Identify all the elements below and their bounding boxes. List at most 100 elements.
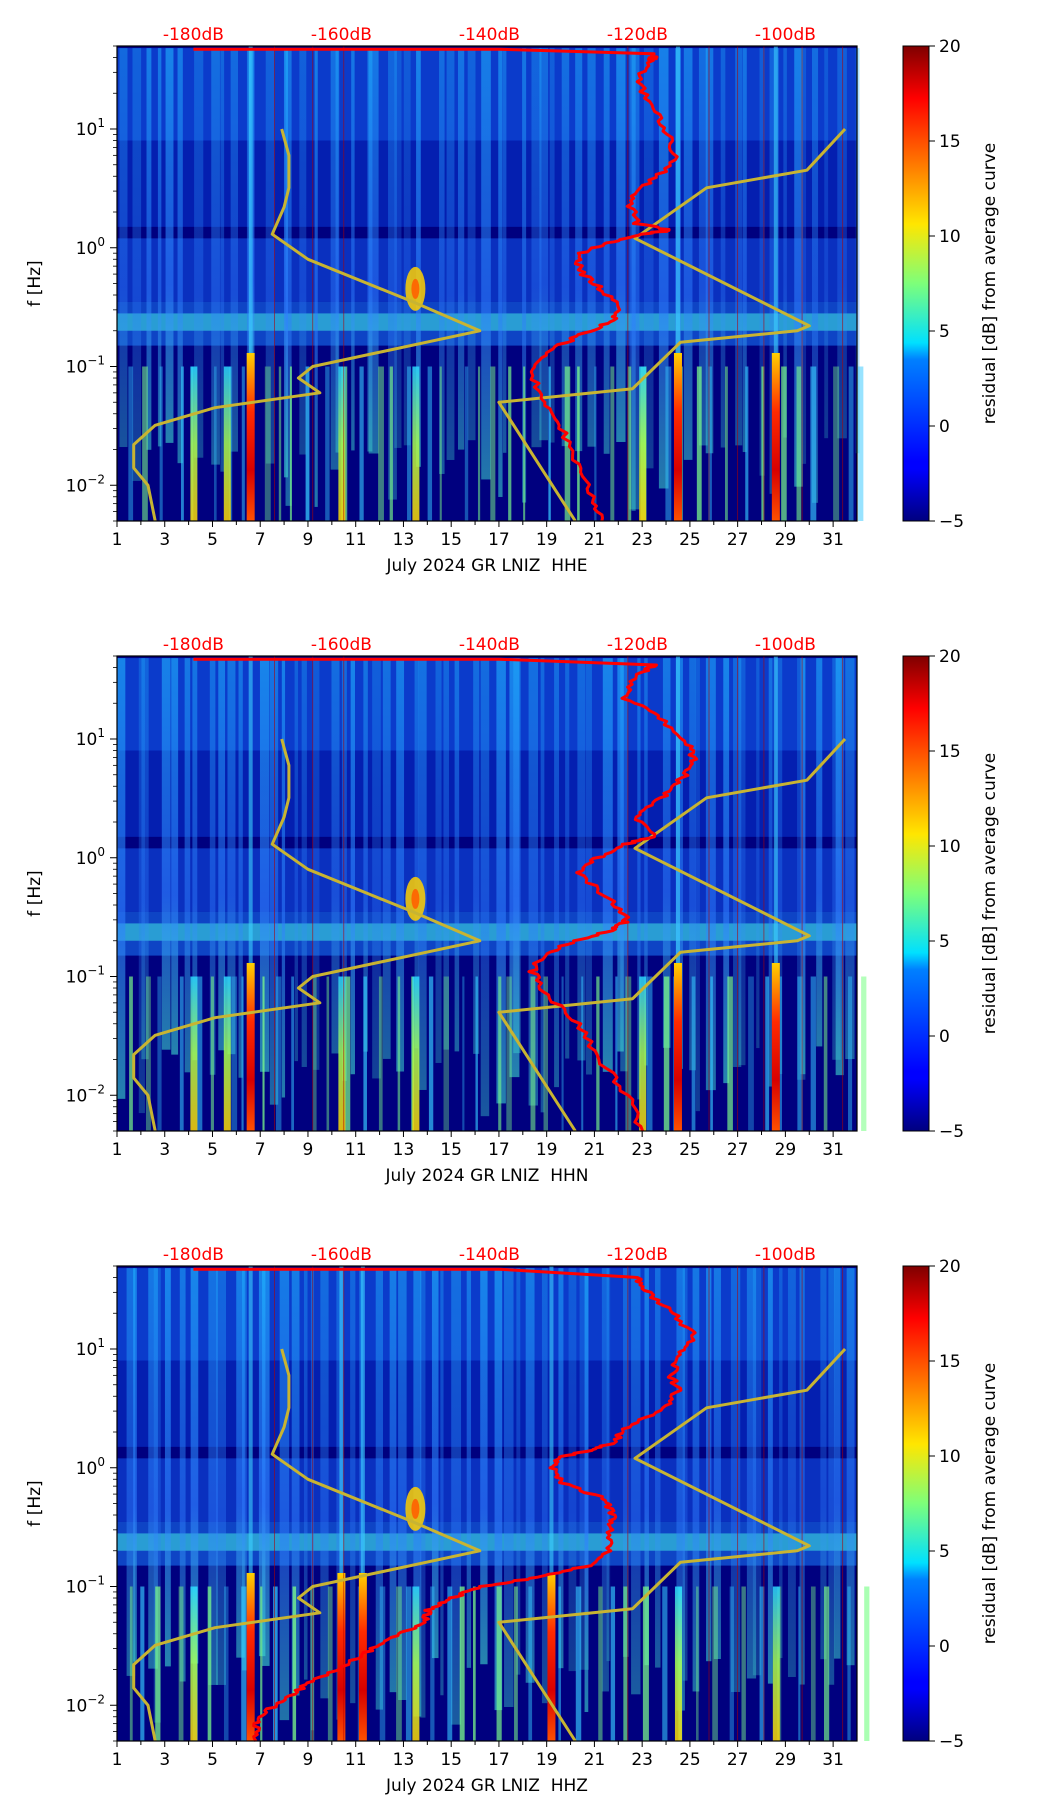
- x-tick-label: 17: [488, 1140, 510, 1160]
- lowfreq-stripe: [142, 366, 148, 521]
- daily-column: [440, 1268, 444, 1696]
- lowfreq-stripe: [575, 1586, 582, 1741]
- y-tick-label: 10−2: [66, 1692, 105, 1716]
- daily-column: [285, 48, 292, 506]
- y-tick-label: 100: [76, 235, 105, 259]
- x-tick-label: 13: [393, 1140, 415, 1160]
- daily-column: [291, 1268, 300, 1696]
- daily-column: [350, 1268, 356, 1704]
- daily-column: [692, 1268, 700, 1692]
- lowfreq-stripe: [241, 366, 245, 521]
- lowfreq-stripe: [646, 976, 653, 1131]
- colorbar-tick-label: 10: [939, 227, 961, 247]
- daily-column: [513, 658, 521, 1054]
- x-tick-label: 13: [393, 1750, 415, 1770]
- x-tick-label: 27: [727, 530, 749, 550]
- lowfreq-stripe: [696, 366, 702, 521]
- event-spike-warm: [639, 366, 647, 521]
- daily-column: [481, 48, 491, 480]
- colorbar: 20 15 10 5 0 −5 residual [dB] from average cu…: [902, 647, 1000, 1142]
- y-tick-label: 101: [76, 726, 105, 750]
- daily-column: [117, 658, 126, 1099]
- lowfreq-stripe: [389, 366, 393, 521]
- daily-column: [539, 48, 549, 441]
- lowfreq-stripe: [397, 976, 401, 1131]
- daily-column: [299, 48, 307, 455]
- lowfreq-stripe: [291, 976, 295, 1131]
- daily-column: [655, 1268, 661, 1668]
- daily-column: [845, 658, 855, 1060]
- y-tick-label: 10−1: [66, 964, 105, 988]
- daily-column: [516, 1268, 521, 1675]
- event-spike-warm: [338, 976, 346, 1131]
- daily-column: [779, 1268, 783, 1659]
- colorbar-tick-label: 0: [939, 417, 950, 437]
- daily-column: [579, 1268, 589, 1670]
- event-spike-warm: [412, 976, 420, 1131]
- lowfreq-stripe: [210, 976, 214, 1131]
- daily-column: [713, 1268, 721, 1659]
- lowfreq-stripe: [273, 1586, 278, 1741]
- event-spike-hot: [771, 352, 780, 521]
- daily-column: [833, 1268, 841, 1659]
- daily-column: [414, 658, 419, 1049]
- lowfreq-stripe: [464, 366, 469, 521]
- lowfreq-stripe: [581, 976, 584, 1131]
- nlnm-curve: [132, 738, 482, 1132]
- event-spike-hot: [673, 352, 682, 521]
- x-tick-label: 3: [159, 1140, 170, 1160]
- lowfreq-stripe: [864, 1586, 870, 1741]
- lowfreq-stripe: [710, 976, 713, 1131]
- lowfreq-stripe: [727, 976, 733, 1131]
- daily-column: [451, 1268, 462, 1725]
- daily-column: [816, 658, 823, 1047]
- lowfreq-stripe: [312, 976, 317, 1131]
- nhnm-curve: [497, 127, 847, 522]
- daily-column: [820, 1268, 827, 1660]
- y-axis-label: f [Hz]: [25, 1480, 45, 1526]
- lowfreq-stripe: [405, 1586, 412, 1741]
- average-psd-curve: [193, 657, 699, 1132]
- lowfreq-stripe: [779, 976, 782, 1131]
- daily-column: [723, 658, 730, 1084]
- lowfreq-stripe: [447, 1586, 453, 1741]
- daily-column: [683, 48, 693, 460]
- colorbar-tick-label: 0: [939, 1027, 950, 1047]
- x-tick-label: 5: [207, 1750, 218, 1770]
- daily-column: [165, 48, 174, 443]
- y-tick-label: 10−1: [66, 354, 105, 378]
- x-axis-label: July 2024 GR LNIZ HHZ: [385, 1776, 588, 1796]
- daily-column: [494, 1268, 503, 1711]
- daily-column: [179, 1268, 186, 1682]
- daily-column: [330, 48, 339, 470]
- x-tick-label: 17: [488, 1750, 510, 1770]
- daily-column: [603, 48, 610, 454]
- colorbar-tick-label: −5: [939, 1122, 964, 1142]
- lowfreq-stripe: [729, 1586, 734, 1741]
- y-tick-label: 101: [76, 1336, 105, 1360]
- lowfreq-stripe: [765, 976, 770, 1131]
- db-label-180: -180dB: [163, 25, 224, 45]
- event-spike-hot: [246, 1572, 255, 1741]
- daily-column: [141, 658, 149, 1060]
- daily-column: [190, 1268, 199, 1664]
- y-axis-ticks: 10−2 10−1 100 101: [66, 1265, 117, 1742]
- lowfreq-stripe: [326, 976, 330, 1131]
- colorbar-tick-label: −5: [939, 512, 964, 532]
- lowfreq-stripe: [759, 1586, 765, 1741]
- daily-column: [119, 48, 128, 448]
- daily-column: [775, 658, 783, 1075]
- lowfreq-stripe: [128, 366, 134, 521]
- daily-column: [541, 1268, 548, 1704]
- daily-column: [575, 48, 583, 452]
- daily-column: [504, 1268, 514, 1707]
- daily-column: [208, 1268, 218, 1685]
- daily-column: [658, 48, 669, 489]
- daily-column: [236, 1268, 245, 1658]
- lowfreq-stripe: [623, 1586, 628, 1741]
- db-label-100: -100dB: [755, 25, 816, 45]
- daily-column: [705, 48, 714, 454]
- daily-column: [133, 1268, 137, 1662]
- x-tick-label: 23: [631, 1140, 653, 1160]
